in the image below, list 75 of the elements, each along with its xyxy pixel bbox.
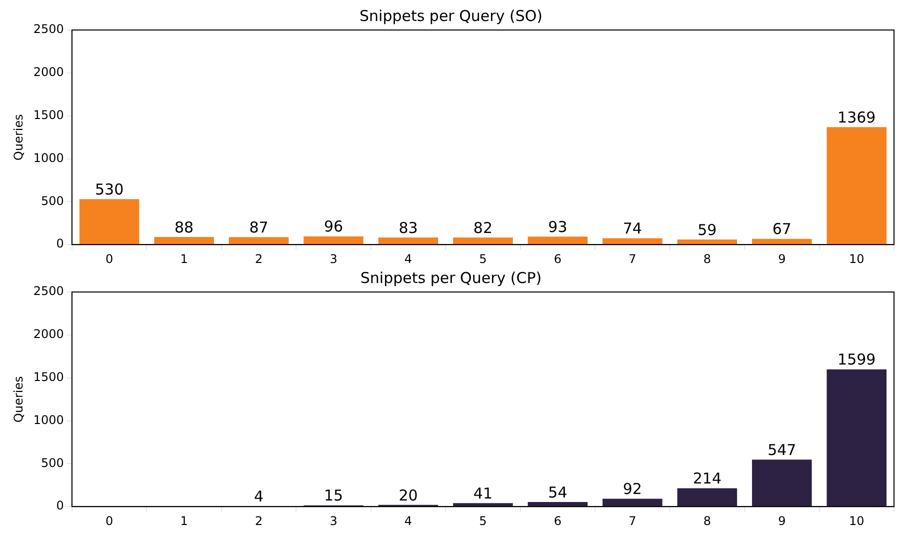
- x-tick-label: 6: [554, 252, 562, 266]
- data-label: 547: [768, 441, 796, 460]
- y-tick-label: 1000: [33, 412, 64, 427]
- y-tick-label: 1500: [33, 370, 64, 384]
- x-tick-label: 0: [105, 252, 114, 266]
- data-label: 87: [249, 218, 268, 237]
- x-tick-label: 9: [778, 252, 786, 266]
- bar: [752, 238, 812, 244]
- x-tick-label: 4: [404, 252, 412, 266]
- y-tick-label: 2500: [33, 22, 64, 36]
- x-tick-label: 0: [105, 514, 114, 528]
- data-label: 92: [622, 480, 642, 498]
- data-label: 20: [398, 486, 418, 504]
- x-tick-label: 10: [848, 514, 864, 528]
- data-label: 54: [548, 483, 568, 502]
- data-label: 96: [324, 218, 344, 236]
- bar: [453, 503, 513, 506]
- y-tick-label: 2000: [33, 327, 64, 342]
- x-tick-label: 4: [404, 514, 412, 528]
- y-tick-label: 2500: [33, 284, 64, 298]
- data-label: 214: [692, 470, 722, 488]
- bar: [528, 502, 588, 506]
- y-tick-label: 500: [41, 456, 64, 470]
- x-tick-label: 7: [628, 252, 636, 266]
- x-tick-label: 1: [180, 252, 188, 266]
- x-tick-label: 2: [254, 252, 263, 266]
- data-label: 74: [622, 220, 642, 238]
- data-label: 4: [254, 488, 264, 506]
- data-label: 1369: [838, 108, 876, 126]
- y-tick-label: 0: [56, 498, 64, 513]
- x-tick-label: 8: [703, 252, 711, 266]
- bar: [79, 199, 140, 244]
- bar: [453, 238, 513, 244]
- bar: [378, 237, 438, 244]
- data-label: 15: [324, 486, 344, 505]
- data-label: 82: [473, 218, 493, 237]
- x-tick-label: 1: [180, 514, 188, 528]
- bar: [602, 498, 662, 506]
- bar: [602, 238, 662, 244]
- bar: [154, 237, 214, 244]
- x-tick-label: 3: [330, 514, 338, 528]
- data-label: 41: [473, 484, 493, 502]
- data-label: 530: [94, 180, 124, 198]
- y-tick-label: 1000: [33, 150, 64, 165]
- chart-title: Snippets per Query (CP): [360, 268, 542, 287]
- x-tick-label: 5: [479, 514, 487, 528]
- y-tick-label: 2000: [33, 65, 64, 80]
- x-tick-label: 3: [330, 252, 338, 266]
- bar: [228, 237, 289, 244]
- bar: [528, 236, 588, 244]
- x-tick-label: 10: [848, 252, 864, 266]
- y-tick-label: 1500: [33, 108, 64, 122]
- bar: [677, 240, 738, 244]
- x-tick-label: 8: [703, 514, 711, 528]
- bar: [826, 127, 887, 244]
- data-label: 93: [548, 218, 568, 236]
- x-tick-label: 9: [778, 514, 786, 528]
- x-tick-label: 7: [628, 514, 636, 528]
- data-label: 88: [174, 218, 194, 236]
- data-label: 59: [698, 220, 717, 239]
- x-tick-label: 6: [554, 514, 562, 528]
- y-tick-label: 0: [56, 236, 64, 251]
- x-tick-label: 5: [479, 252, 487, 266]
- y-axis-title: Queries: [11, 376, 26, 422]
- bar: [304, 236, 364, 244]
- y-axis-title: Queries: [11, 114, 26, 160]
- data-label: 1599: [838, 350, 876, 369]
- bar: [826, 369, 887, 506]
- data-label: 67: [772, 220, 792, 238]
- chart-title: Snippets per Query (SO): [359, 6, 543, 25]
- bar: [677, 488, 738, 506]
- y-tick-label: 500: [41, 194, 64, 208]
- data-label: 83: [398, 218, 418, 237]
- x-tick-label: 2: [254, 514, 263, 528]
- bar: [752, 460, 812, 506]
